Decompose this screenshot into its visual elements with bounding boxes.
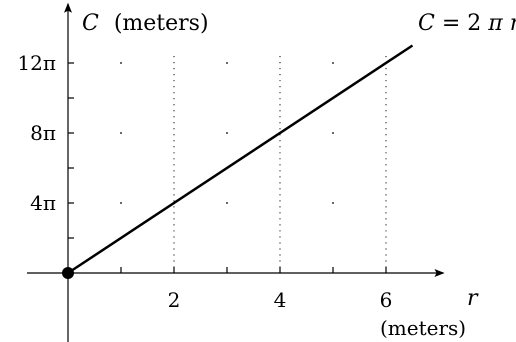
grid-dot	[120, 62, 122, 64]
grid-dot	[120, 132, 122, 134]
y-axis-arrowhead	[64, 2, 72, 13]
equation-rhs: r	[510, 11, 516, 36]
grid-dot	[226, 62, 228, 64]
equation-pi: π	[487, 11, 503, 36]
y-axis-label: C (meters)	[82, 11, 209, 36]
series-line-circumference	[67, 44, 414, 275]
grid-dot	[226, 202, 228, 204]
grid-dot	[226, 132, 228, 134]
y-tick-label: 8π	[30, 121, 56, 145]
x-axis-symbol: r	[467, 286, 479, 311]
y-tick-label: 4π	[30, 191, 56, 215]
grid-dot	[332, 132, 334, 134]
equation-lhs: C	[418, 11, 435, 36]
y-tick-label: 12π	[17, 51, 56, 75]
start-point-marker	[62, 267, 74, 279]
tick-labels: 2 4 6 4π 8π 12π	[17, 51, 392, 312]
grid-dot	[332, 62, 334, 64]
equation-label: C = 2 π r	[418, 11, 516, 36]
grid-layer	[120, 54, 387, 274]
x-axis-arrowhead	[434, 269, 445, 277]
grid-dot	[332, 202, 334, 204]
ticks-layer	[68, 62, 387, 273]
equation-equals-two: = 2	[442, 11, 481, 36]
x-tick-label: 2	[168, 288, 181, 312]
y-axis-symbol: C	[82, 11, 99, 36]
x-axis-unit: (meters)	[380, 316, 466, 340]
y-axis-unit: (meters)	[114, 11, 209, 36]
x-tick-label: 6	[380, 288, 393, 312]
x-tick-label: 4	[274, 288, 287, 312]
grid-dot	[120, 202, 122, 204]
